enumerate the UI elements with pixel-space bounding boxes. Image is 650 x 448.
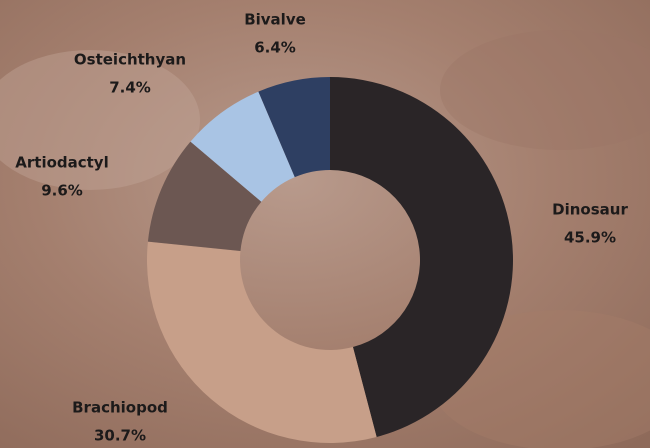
slice-label: Dinosaur — [552, 201, 628, 219]
slice-value-label: 6.4% — [254, 39, 296, 57]
page: {"chart_data": {"type": "pie", "donut": … — [0, 0, 650, 448]
slice-label: Osteichthyan — [74, 51, 186, 69]
slice-label: Brachiopod — [72, 399, 168, 417]
slice-value-label: 9.6% — [41, 182, 83, 200]
slice-label: Artiodactyl — [15, 154, 108, 172]
slice-value-label: 30.7% — [94, 427, 146, 445]
slice-label: Bivalve — [244, 11, 306, 29]
slice-value-label: 7.4% — [109, 79, 151, 97]
slice-value-label: 45.9% — [564, 229, 616, 247]
chart: Dinosaur 45.9% Brachiopod 30.7% Artiodactyl 9… — [0, 0, 650, 448]
